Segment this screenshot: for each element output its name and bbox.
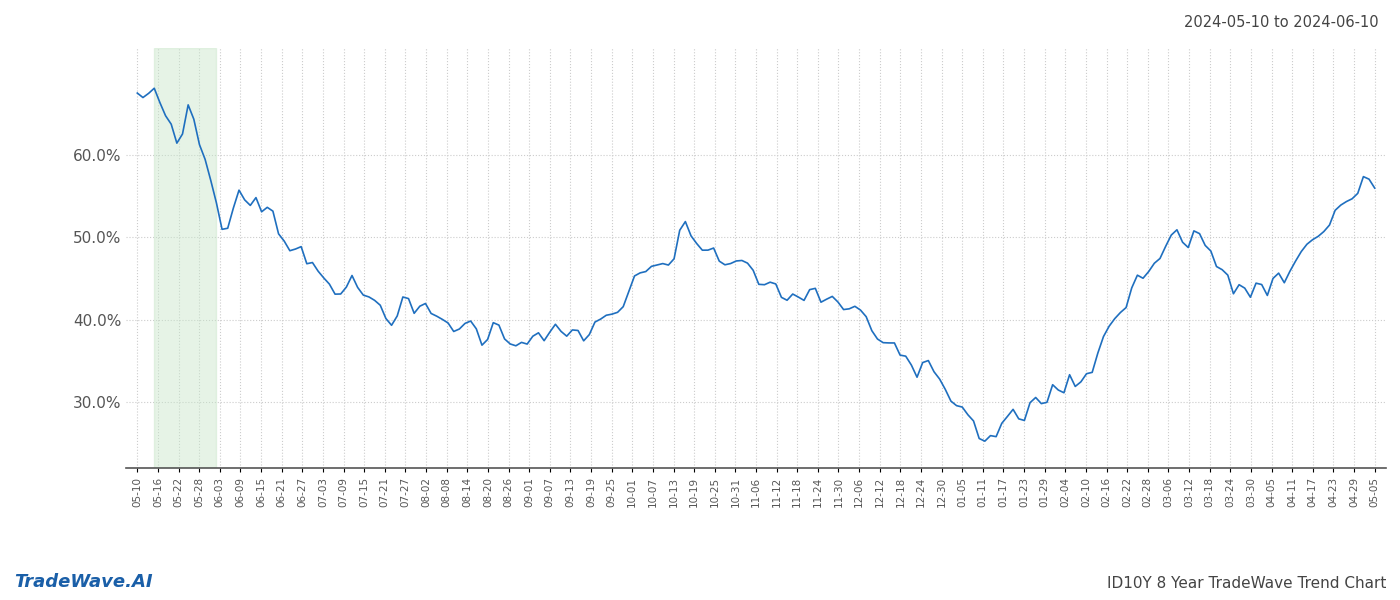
Text: ID10Y 8 Year TradeWave Trend Chart: ID10Y 8 Year TradeWave Trend Chart bbox=[1106, 576, 1386, 591]
Text: 2024-05-10 to 2024-06-10: 2024-05-10 to 2024-06-10 bbox=[1184, 15, 1379, 30]
Bar bbox=[154, 48, 217, 468]
Text: TradeWave.AI: TradeWave.AI bbox=[14, 573, 153, 591]
